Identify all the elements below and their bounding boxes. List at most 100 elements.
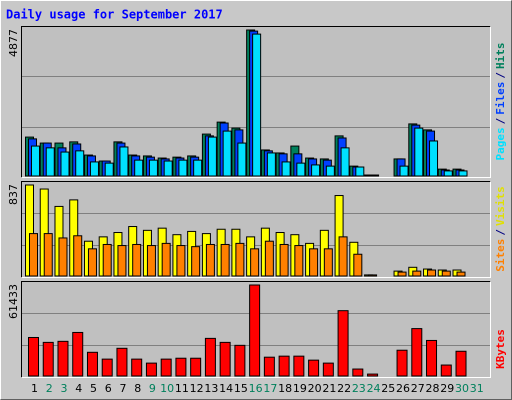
bar [308, 359, 320, 377]
x-tick-label: 4 [75, 382, 82, 395]
bar [322, 362, 334, 377]
x-tick-label: 26 [396, 382, 410, 395]
bar [234, 344, 246, 377]
bar [414, 127, 424, 177]
bar [294, 245, 304, 277]
bar [338, 236, 348, 277]
bar [72, 331, 84, 377]
bar [325, 165, 335, 177]
bar [134, 159, 144, 177]
x-tick-label: 25 [381, 382, 395, 395]
bar [60, 151, 70, 177]
bar [352, 368, 364, 377]
bar [119, 146, 129, 177]
legend-separator: / [494, 229, 507, 236]
bar [163, 160, 173, 177]
bar [102, 243, 112, 277]
bar [148, 159, 158, 177]
bar [311, 164, 321, 177]
bar [279, 243, 289, 277]
x-tick-label: 23 [352, 382, 366, 395]
x-tick-label: 29 [440, 382, 454, 395]
x-tick-label: 21 [322, 382, 336, 395]
bar [89, 161, 99, 177]
bar [29, 233, 38, 277]
bar [355, 166, 365, 177]
bar [443, 170, 453, 177]
x-tick-label: 27 [411, 382, 425, 395]
bar [296, 162, 306, 177]
legend-entry: Visits [494, 186, 507, 226]
bar [205, 243, 215, 277]
bar [429, 140, 439, 177]
bar [323, 248, 333, 277]
x-tick-label: 16 [249, 382, 263, 395]
x-tick-label: 24 [367, 382, 381, 395]
bar [411, 328, 423, 377]
bar [204, 337, 216, 377]
bar [427, 269, 437, 277]
bar [426, 339, 438, 377]
plot-border-dark [21, 26, 491, 178]
x-tick-label: 10 [160, 382, 174, 395]
legend-entry: Pages [494, 127, 507, 160]
bar [75, 150, 85, 177]
bar [145, 362, 157, 377]
bar [193, 159, 203, 177]
x-tick-label: 20 [308, 382, 322, 395]
bar [250, 248, 260, 277]
bar [31, 145, 40, 177]
legend-entry: Hits [494, 43, 507, 70]
bar [161, 242, 171, 277]
x-tick-label: 9 [149, 382, 156, 395]
plot-border-light [21, 281, 491, 378]
bar [86, 351, 98, 377]
plot-border-dark [21, 281, 491, 378]
legend-entry: KBytes [494, 329, 507, 369]
bar [175, 357, 187, 377]
x-tick-label: 14 [219, 382, 233, 395]
bar [132, 243, 142, 277]
bar [131, 358, 143, 377]
bar [281, 161, 291, 177]
x-tick-label: 2 [46, 382, 53, 395]
x-tick-label: 28 [426, 382, 440, 395]
x-tick-label: 17 [263, 382, 277, 395]
x-tick-label: 31 [470, 382, 484, 395]
bar [249, 284, 261, 377]
bar [441, 270, 451, 277]
legend: Pages / Files / Hits [494, 43, 507, 161]
bar [207, 136, 217, 177]
x-tick-label: 19 [293, 382, 307, 395]
bar [399, 165, 409, 177]
bar [412, 270, 422, 277]
x-tick-label: 7 [119, 382, 126, 395]
bar [252, 33, 262, 177]
bar [117, 245, 127, 277]
bar [220, 243, 230, 277]
plot-border-light [21, 181, 491, 278]
bar [397, 271, 407, 277]
bar [370, 174, 380, 177]
bar [340, 147, 350, 177]
legend: Sites / Visits [494, 186, 507, 272]
legend-entry: Sites [494, 239, 507, 272]
y-tick-label: 4877 [7, 29, 20, 57]
legend-separator: / [494, 117, 507, 124]
chart-title: Daily usage for September 2017 [6, 8, 223, 22]
bar [104, 162, 114, 177]
bar [73, 235, 83, 277]
bar [263, 356, 275, 377]
x-tick-label: 12 [190, 382, 204, 395]
bar [266, 152, 276, 177]
bar [396, 349, 408, 377]
bar [455, 350, 467, 377]
bar [146, 245, 156, 277]
bar [43, 233, 53, 277]
x-tick-label: 15 [234, 382, 248, 395]
bar [176, 245, 186, 277]
plot-border-light [21, 26, 491, 178]
x-tick-label: 8 [134, 382, 141, 395]
legend-entry: Files [494, 82, 507, 115]
